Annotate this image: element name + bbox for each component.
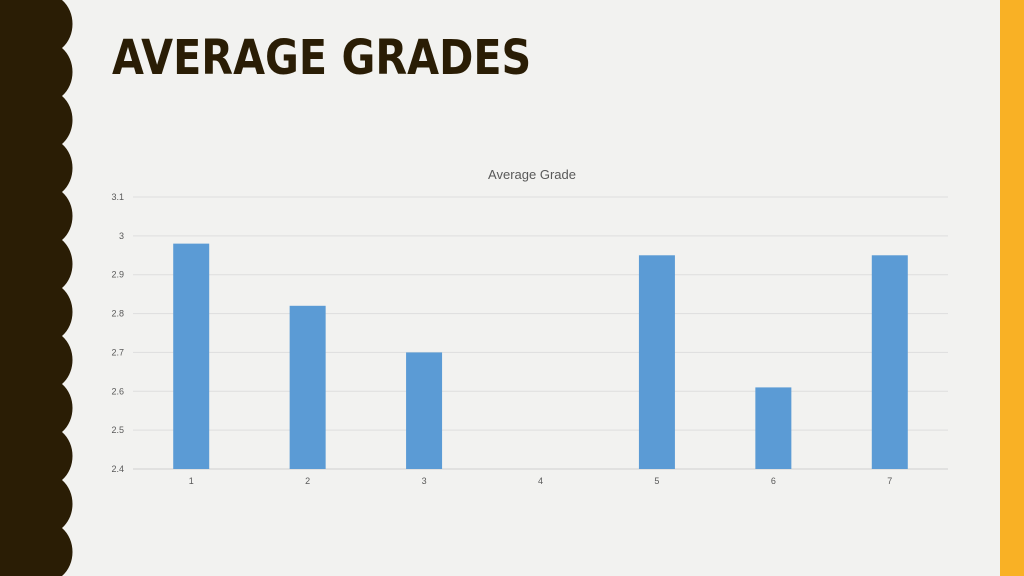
x-tick-label: 6 <box>771 476 776 486</box>
bar-6 <box>755 387 792 469</box>
y-tick-label: 3.1 <box>111 192 124 202</box>
y-tick-label: 3 <box>119 231 124 241</box>
bar-3 <box>406 352 443 469</box>
left-decorative-band <box>0 0 73 576</box>
bars <box>173 243 908 469</box>
bar-1 <box>173 243 210 469</box>
bar-7 <box>871 255 908 469</box>
slide-title: AVERAGE GRADES <box>112 30 532 86</box>
y-tick-label: 2.9 <box>111 270 124 280</box>
right-accent-divider <box>998 0 1000 576</box>
y-axis: 2.4 2.5 2.6 2.7 2.8 2.9 3 3.1 <box>111 192 124 474</box>
chart-title: Average Grade <box>488 167 576 182</box>
x-tick-label: 3 <box>422 476 427 486</box>
x-tick-label: 1 <box>189 476 194 486</box>
y-tick-label: 2.4 <box>111 464 124 474</box>
right-accent-band <box>998 0 1024 576</box>
y-tick-label: 2.7 <box>111 347 124 357</box>
gridlines <box>133 196 948 470</box>
x-tick-label: 7 <box>887 476 892 486</box>
x-tick-label: 5 <box>654 476 659 486</box>
x-axis: 1 2 3 4 5 6 7 <box>189 476 893 486</box>
y-tick-label: 2.5 <box>111 425 124 435</box>
bar-5 <box>638 255 675 469</box>
y-tick-label: 2.8 <box>111 309 124 319</box>
x-tick-label: 2 <box>305 476 310 486</box>
x-tick-label: 4 <box>538 476 543 486</box>
bar-2 <box>289 305 326 469</box>
y-tick-label: 2.6 <box>111 386 124 396</box>
